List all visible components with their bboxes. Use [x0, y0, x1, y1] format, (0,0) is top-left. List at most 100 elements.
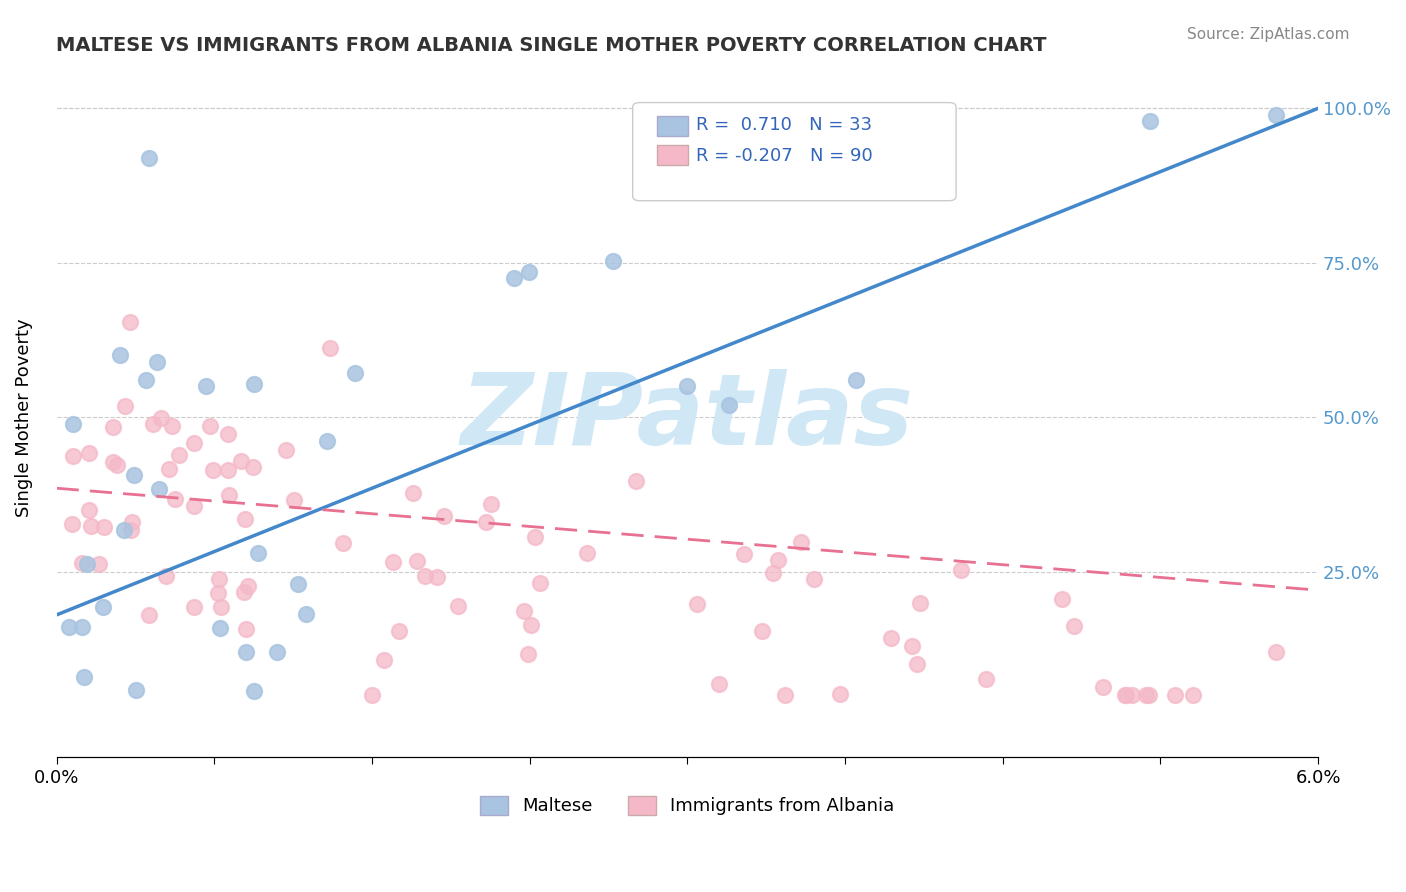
Point — [718, 398, 741, 412]
Y-axis label: Single Mother Poverty: Single Mother Poverty — [15, 318, 32, 516]
Point — [138, 152, 160, 166]
Point — [231, 453, 253, 467]
Point — [1265, 107, 1288, 121]
Point — [900, 639, 922, 653]
Point — [60, 517, 83, 532]
Point — [208, 621, 231, 635]
Text: MALTESE VS IMMIGRANTS FROM ALBANIA SINGLE MOTHER POVERTY CORRELATION CHART: MALTESE VS IMMIGRANTS FROM ALBANIA SINGL… — [56, 36, 1046, 54]
Point — [163, 491, 186, 506]
Point — [217, 463, 239, 477]
Point — [626, 474, 648, 488]
Point — [686, 598, 709, 612]
Point — [733, 547, 755, 561]
Point — [114, 399, 136, 413]
Point — [503, 271, 526, 285]
Point — [517, 265, 540, 279]
Point — [72, 556, 94, 570]
Point — [908, 596, 931, 610]
Point — [524, 530, 547, 544]
Text: ZIPatlas: ZIPatlas — [461, 368, 914, 466]
Point — [709, 677, 731, 691]
Point — [1121, 688, 1143, 702]
Point — [183, 436, 205, 450]
Point — [62, 417, 84, 431]
Point — [235, 645, 257, 659]
Point — [1139, 113, 1161, 128]
Point — [517, 647, 540, 661]
Point — [676, 379, 699, 393]
Point — [218, 488, 240, 502]
Point — [766, 553, 789, 567]
Point — [879, 632, 901, 646]
Point — [183, 600, 205, 615]
Point — [950, 564, 973, 578]
Point — [150, 411, 173, 425]
Point — [217, 427, 239, 442]
Point — [433, 509, 456, 524]
Point — [235, 622, 257, 636]
Point — [266, 645, 288, 659]
Point — [120, 523, 142, 537]
Point — [276, 443, 298, 458]
Point — [475, 515, 498, 529]
Point — [160, 419, 183, 434]
Point — [198, 419, 221, 434]
Point — [773, 688, 796, 702]
Point — [243, 376, 266, 391]
Point — [283, 493, 305, 508]
Point — [235, 512, 257, 526]
Point — [405, 554, 427, 568]
Point — [1114, 688, 1136, 702]
Point — [373, 652, 395, 666]
Point — [287, 577, 309, 591]
Point — [105, 458, 128, 473]
Point — [426, 570, 449, 584]
Point — [146, 355, 169, 369]
Point — [576, 546, 599, 560]
Point — [138, 607, 160, 622]
Point — [141, 417, 163, 432]
Point — [1181, 688, 1204, 702]
Text: R = -0.207   N = 90: R = -0.207 N = 90 — [696, 147, 873, 165]
Point — [828, 687, 851, 701]
Point — [1063, 619, 1085, 633]
Point — [529, 575, 551, 590]
Point — [294, 607, 316, 621]
Point — [62, 449, 84, 463]
Point — [209, 599, 232, 614]
Point — [76, 557, 98, 571]
Point — [905, 657, 928, 672]
Point — [361, 688, 384, 702]
Point — [803, 572, 825, 586]
Point — [73, 670, 96, 684]
Point — [238, 579, 260, 593]
Point — [513, 604, 536, 618]
Point — [148, 482, 170, 496]
Point — [135, 373, 157, 387]
Point — [602, 254, 624, 268]
Point — [332, 535, 354, 549]
Point — [413, 569, 436, 583]
Point — [121, 515, 143, 529]
Point — [89, 558, 111, 572]
Point — [1164, 688, 1187, 702]
Point — [1092, 680, 1115, 694]
Point — [751, 624, 773, 638]
Point — [343, 367, 366, 381]
Point — [77, 446, 100, 460]
Legend: Maltese, Immigrants from Albania: Maltese, Immigrants from Albania — [474, 789, 901, 822]
Point — [167, 448, 190, 462]
Point — [157, 462, 180, 476]
Point — [1265, 645, 1288, 659]
Point — [1115, 688, 1137, 702]
Point — [91, 599, 114, 614]
Point — [1050, 591, 1073, 606]
Point — [70, 620, 93, 634]
Point — [101, 455, 124, 469]
Point — [201, 463, 224, 477]
Point — [77, 502, 100, 516]
Point — [80, 519, 103, 533]
Point — [790, 535, 813, 549]
Point — [316, 434, 339, 449]
Point — [101, 420, 124, 434]
